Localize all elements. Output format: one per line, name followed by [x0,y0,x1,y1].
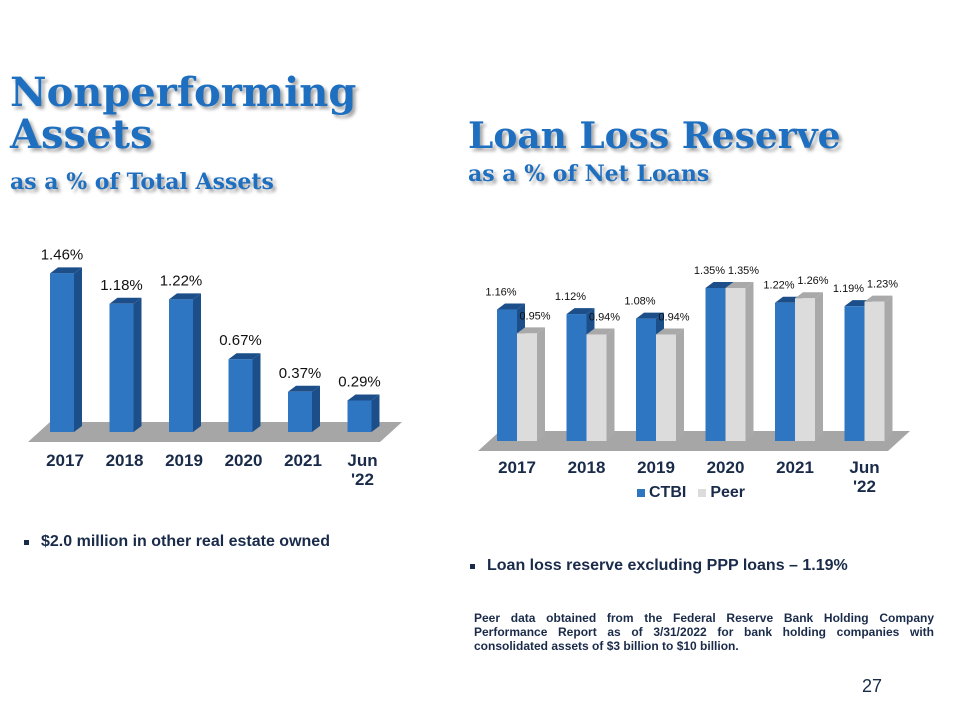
bar-top-peer-4 [795,292,823,299]
bullet-text: Loan loss reserve excluding PPP loans – … [487,557,848,574]
bar-ctbi-3 [705,288,726,441]
bar-series-1 [109,303,134,432]
data-label-series-2: 1.22% [160,272,203,289]
bar-side-series-4 [312,385,320,432]
data-label-series-3: 0.67% [219,332,262,349]
legend-swatch-ctbi [637,489,645,497]
bar-ctbi-5 [844,306,865,441]
x-tick-label-2: 2019 [165,451,203,470]
bar-top-peer-3 [725,282,754,288]
other-real-estate-bullet: $2.0 million in other real estate owned [24,533,330,551]
nonperforming-assets-subtitle: as a % of Total Assets [10,169,274,195]
bar-side-peer-5 [884,295,893,441]
x-tick-label-5-0: Jun [849,458,879,477]
data-label-series-0: 1.46% [41,246,84,263]
bar-peer-3 [725,288,746,441]
x-tick-label-4: 2021 [284,451,322,470]
x-tick-label-3: 2020 [707,458,745,477]
bar-side-peer-4 [815,292,823,441]
x-tick-label-4: 2021 [776,458,814,477]
data-label-ctbi-0: 1.16% [485,287,516,299]
bar-side-series-3 [252,353,261,432]
data-label-series-4: 0.37% [279,365,322,382]
bar-ctbi-0 [497,309,517,441]
bar-top-ctbi-0 [497,303,525,310]
x-tick-label-1: 2018 [568,458,606,477]
bar-series-5 [347,400,372,432]
data-label-peer-2: 0.94% [658,311,689,323]
loan-loss-reserve-title: Loan Loss Reserve [468,115,841,157]
bar-side-peer-0 [537,327,545,441]
x-tick-label-5-1: '22 [351,470,374,489]
data-label-peer-1: 0.94% [589,311,620,323]
data-label-ctbi-2: 1.08% [624,296,655,308]
bar-top-peer-2 [656,328,684,335]
bar-peer-2 [656,334,676,441]
bar-ctbi-2 [636,318,656,441]
legend-label-ctbi: CTBI [649,484,687,501]
data-label-series-5: 0.29% [338,373,381,390]
bar-top-ctbi-2 [636,312,664,319]
x-tick-label-0: 2017 [46,451,84,470]
x-tick-label-5-0: Jun [347,451,377,470]
bullet-text: $2.0 million in other real estate owned [41,533,330,550]
data-label-ctbi-4: 1.22% [763,280,794,292]
legend-label-peer: Peer [710,484,746,501]
data-label-peer-3: 1.35% [728,265,759,277]
bar-top-peer-1 [586,328,615,335]
bar-top-series-4 [288,385,320,392]
loan-loss-reserve-subtitle: as a % of Net Loans [468,161,710,187]
bar-top-peer-5 [864,295,893,302]
bar-side-series-0 [74,267,82,432]
bar-peer-1 [586,334,607,441]
legend-item-peer: Peer [698,484,745,502]
data-label-ctbi-3: 1.35% [694,265,725,277]
legend-item-ctbi: CTBI [637,484,686,502]
data-label-ctbi-5: 1.19% [833,283,864,295]
bar-top-series-0 [50,267,82,274]
data-label-ctbi-1: 1.12% [555,291,586,303]
bar-top-series-5 [347,394,380,401]
bar-top-ctbi-3 [705,282,734,288]
bar-side-peer-2 [676,328,684,441]
chart-legend: CTBI Peer [637,484,745,502]
bar-series-3 [228,359,253,432]
x-tick-label-3: 2020 [225,451,263,470]
x-tick-label-0: 2017 [498,458,536,477]
bar-series-0 [50,273,74,432]
bar-peer-4 [795,298,815,441]
bar-ctbi-1 [566,314,587,441]
bullet-marker [24,539,29,545]
bar-side-series-2 [193,293,201,432]
bullet-marker [470,563,475,569]
bar-side-peer-3 [745,282,754,441]
data-label-series-1: 1.18% [100,277,143,294]
bar-side-series-5 [371,394,380,432]
bar-peer-5 [864,301,885,441]
bar-peer-0 [517,333,537,441]
data-label-peer-5: 1.23% [867,279,898,291]
page-number: 27 [862,676,883,696]
data-label-peer-0: 0.95% [519,310,550,322]
bar-top-series-3 [228,353,261,360]
bar-side-series-1 [133,297,142,432]
data-label-peer-4: 1.26% [797,275,828,287]
x-tick-label-1: 2018 [106,451,144,470]
bar-ctbi-4 [775,302,795,441]
bar-side-peer-1 [606,328,615,441]
bar-series-2 [169,299,193,432]
nonperforming-assets-title: Nonperforming Assets [10,69,357,158]
x-tick-label-5-1: '22 [853,477,876,496]
bar-top-ctbi-1 [566,308,595,315]
bar-series-4 [288,391,312,432]
peer-data-footnote: Peer data obtained from the Federal Rese… [474,611,934,653]
x-tick-label-2: 2019 [637,458,675,477]
bar-top-series-2 [169,293,201,300]
bar-top-series-1 [109,297,142,304]
bar-top-peer-0 [517,327,545,334]
legend-swatch-peer [698,489,707,497]
ppp-reserve-bullet: Loan loss reserve excluding PPP loans – … [470,557,848,575]
